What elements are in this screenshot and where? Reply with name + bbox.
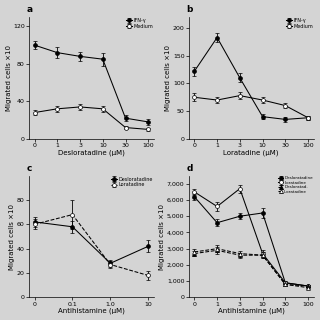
X-axis label: Loratadine (µM): Loratadine (µM)	[223, 149, 279, 156]
Legend: IFN-γ, Medium: IFN-γ, Medium	[126, 18, 153, 29]
Legend: Desloratadine, Loratadine: Desloratadine, Loratadine	[111, 177, 153, 187]
Y-axis label: Migrated cells ×10: Migrated cells ×10	[9, 204, 15, 269]
X-axis label: Desloratadine (µM): Desloratadine (µM)	[58, 149, 125, 156]
Legend: IFN-γ, Medium: IFN-γ, Medium	[286, 18, 313, 29]
Text: a: a	[26, 5, 33, 14]
Text: c: c	[26, 164, 32, 173]
Text: b: b	[186, 5, 193, 14]
Text: d: d	[186, 164, 193, 173]
X-axis label: Antihistamine (µM): Antihistamine (µM)	[58, 308, 125, 315]
X-axis label: Antihistamine (µM): Antihistamine (µM)	[218, 308, 285, 315]
Y-axis label: Migrated cells ×10: Migrated cells ×10	[159, 204, 165, 269]
Y-axis label: Migrated cells ×10: Migrated cells ×10	[165, 45, 172, 111]
Y-axis label: Migrated cells ×10: Migrated cells ×10	[5, 45, 12, 111]
Legend: Desloratadine, Loratadine, Desloratad., Loratadine : Desloratadine, Loratadine, Desloratad., …	[278, 177, 313, 194]
